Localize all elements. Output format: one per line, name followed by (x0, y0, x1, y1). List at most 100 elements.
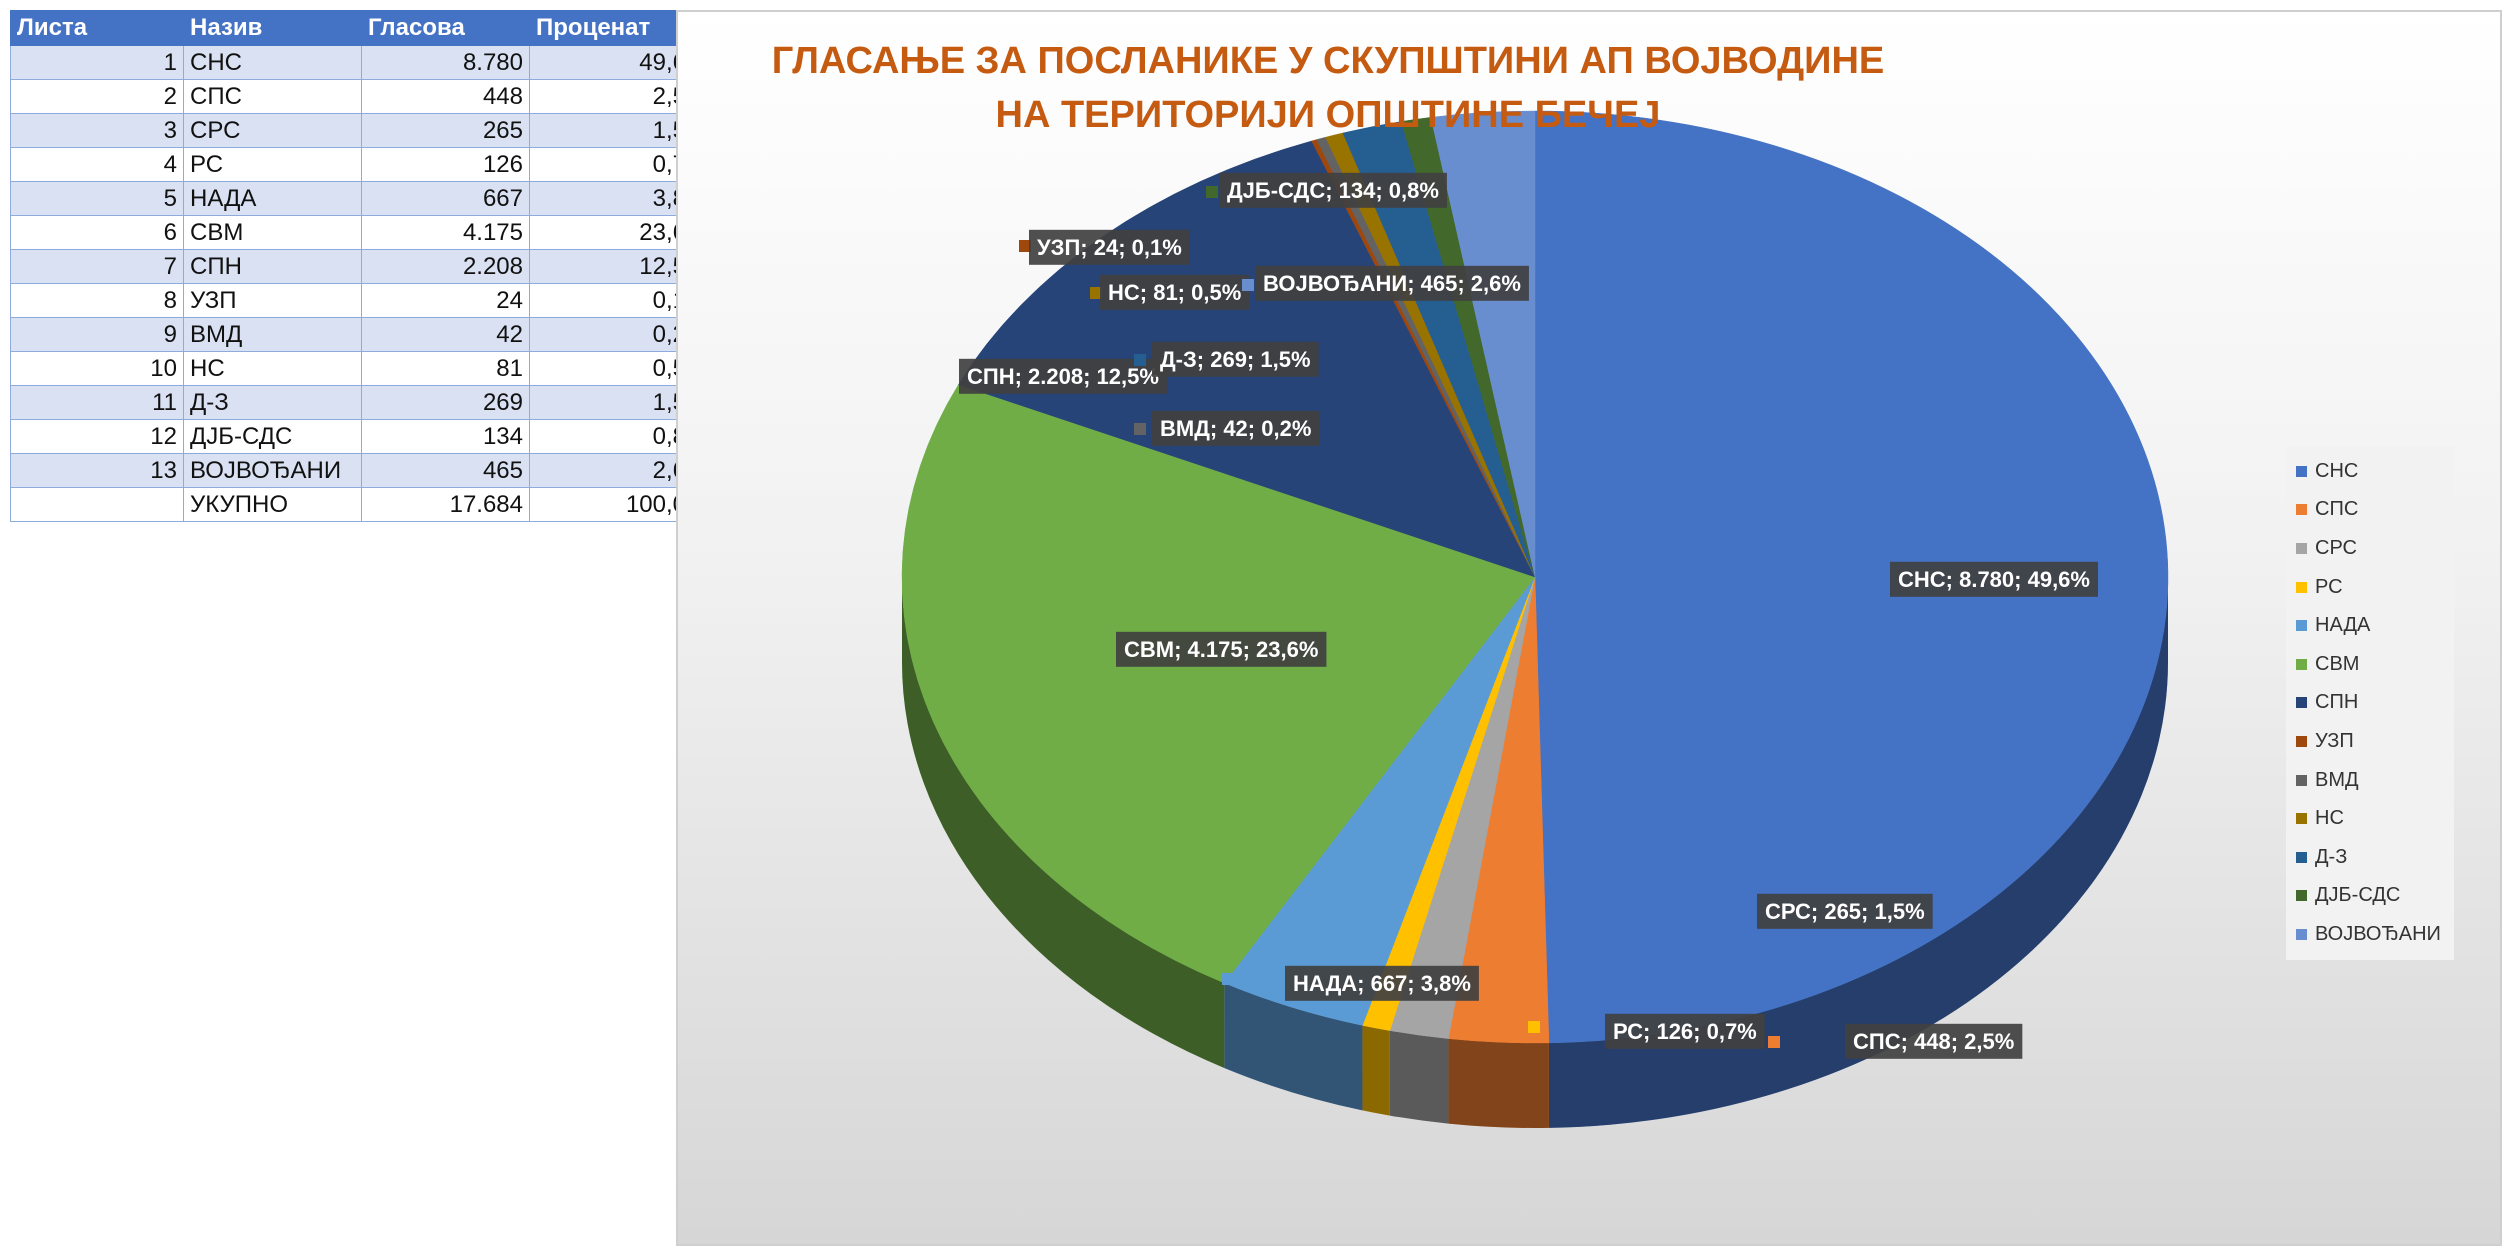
table-row: 7 СПН 2.208 12,5 (10, 249, 693, 284)
table-row: 5 НАДА 667 3,8 (10, 181, 693, 216)
data-label-6: СПН; 2.208; 12,5% (959, 358, 1167, 394)
data-label-marker-9 (1090, 287, 1102, 299)
legend-swatch (2296, 851, 2307, 863)
cell-name: СРС (183, 113, 362, 148)
header-votes: Гласова (361, 10, 530, 46)
table-body: 1 СНС 8.780 49,6 2 СПС 448 2,5 3 СРС 265 1,5 4 РС 126 0… (10, 45, 693, 522)
data-label-0: СНС; 8.780; 49,6% (1890, 561, 2098, 597)
data-label-box-2 (1757, 893, 1933, 929)
cell-votes: 2.208 (361, 249, 530, 284)
data-label-text-9: НС; 81; 0,5% (1108, 280, 1241, 305)
pie-side-shade-0 (1548, 577, 2168, 1128)
data-label-2: СРС; 265; 1,5% (1757, 893, 1933, 929)
table-row: 2 СПС 448 2,5 (10, 79, 693, 114)
legend-swatch (2296, 658, 2307, 670)
cell-percent: 2,6 (529, 453, 693, 488)
data-label-box-10 (1152, 341, 1319, 377)
data-label-box-5 (1116, 631, 1327, 667)
data-label-9: НС; 81; 0,5% (1090, 274, 1250, 310)
cell-votes: 269 (361, 385, 530, 420)
cell-list-number: 10 (10, 351, 184, 386)
data-label-text-11: ДЈБ-СДС; 134; 0,8% (1227, 178, 1439, 203)
cell-list-number: 8 (10, 283, 184, 318)
data-label-text-3: РС; 126; 0,7% (1613, 1019, 1757, 1044)
pie-side-shade-2 (1389, 1030, 1449, 1124)
data-label-4: НАДА; 667; 3,8% (1222, 965, 1479, 1001)
cell-name: СПН (183, 249, 362, 284)
legend-label: ДЈБ-СДС (2315, 884, 2401, 907)
table-row: 8 УЗП 24 0,1 (10, 283, 693, 318)
cell-list-number: 2 (10, 79, 184, 114)
cell-name: ВМД (183, 317, 362, 352)
pie-side-4 (1224, 983, 1363, 1111)
pie-side-walls (902, 577, 2168, 1129)
data-label-box-4 (1285, 965, 1479, 1001)
table-row: 12 ДЈБ-СДС 134 0,8 (10, 419, 693, 454)
legend-label: НАДА (2315, 614, 2371, 637)
data-label-box-9 (1100, 274, 1250, 310)
legend-swatch (2296, 735, 2307, 747)
cell-list-number: 6 (10, 215, 184, 250)
chart-title-line-1: ГЛАСАЊЕ ЗА ПОСЛАНИКЕ У СКУПШТИНИ АП ВОЈВ… (771, 40, 1885, 82)
table-header-row: Листа Назив Гласова Проценат (10, 10, 693, 46)
cell-name: РС (183, 147, 362, 182)
cell-name: СНС (183, 45, 362, 80)
data-label-box-8 (1152, 410, 1320, 446)
legend-swatch (2296, 465, 2307, 477)
pie-side-shade-1 (1448, 1038, 1549, 1129)
cell-percent: 0,8 (529, 419, 693, 454)
pie-slices (901, 110, 2169, 1044)
data-label-box-11 (1219, 172, 1447, 208)
legend-label: РС (2315, 575, 2343, 598)
data-label-box-0 (1890, 561, 2098, 597)
data-labels: СНС; 8.780; 49,6% СПС; 448; 2,5% СРС; 265;… (959, 172, 2098, 1059)
cell-name: НС (183, 351, 362, 386)
cell-list-number (10, 487, 184, 522)
cell-votes: 24 (361, 283, 530, 318)
data-label-box-1 (1845, 1023, 2023, 1059)
pie-chart: СНС; 8.780; 49,6% СПС; 448; 2,5% СРС; 265;… (678, 12, 2500, 1244)
data-label-text-6: СПН; 2.208; 12,5% (967, 364, 1159, 389)
legend-swatch (2296, 697, 2307, 709)
pie-side-3 (1362, 1025, 1390, 1116)
cell-percent: 0,1 (529, 283, 693, 318)
legend-swatch (2296, 813, 2307, 825)
data-label-text-12: ВОЈВОЂАНИ; 465; 2,6% (1263, 271, 1521, 296)
legend-label: НС (2315, 807, 2344, 830)
legend-label: СНС (2315, 459, 2359, 482)
cell-percent: 1,5 (529, 113, 693, 148)
table-row: 11 Д-З 269 1,5 (10, 385, 693, 420)
cell-votes: 8.780 (361, 45, 530, 80)
data-label-marker-1 (1768, 1036, 1780, 1048)
legend-swatch (2296, 890, 2307, 902)
cell-list-number: 1 (10, 45, 184, 80)
table-row: 10 НС 81 0,5 (10, 351, 693, 386)
data-label-box-7 (1029, 229, 1190, 265)
legend-label: СРС (2315, 536, 2358, 559)
cell-name: УКУПНО (183, 487, 362, 522)
legend-item: СНС (2290, 452, 2450, 491)
chart-title: ГЛАСАЊЕ ЗА ПОСЛАНИКЕ У СКУПШТИНИ АП ВОЈВ… (678, 34, 1978, 142)
data-label-text-10: Д-З; 269; 1,5% (1160, 347, 1311, 372)
legend-item: УЗП (2290, 722, 2450, 761)
data-label-marker-4 (1222, 973, 1234, 985)
legend-item: ВМД (2290, 761, 2450, 800)
legend-swatch (2296, 542, 2307, 554)
data-label-marker-11 (1206, 186, 1218, 198)
cell-list-number: 12 (10, 419, 184, 454)
pie-side-5 (902, 577, 1225, 1069)
legend-item: НС (2290, 799, 2450, 838)
legend-swatch (2296, 504, 2307, 516)
table-total-row: УКУПНО 17.684 100,0 (10, 487, 693, 522)
legend-item: ВОЈВОЂАНИ (2290, 915, 2450, 954)
pie-side-0 (1548, 577, 2168, 1128)
cell-votes: 465 (361, 453, 530, 488)
pie-side-shade-5 (902, 577, 1225, 1069)
table-row: 6 СВМ 4.175 23,6 (10, 215, 693, 250)
data-label-text-8: ВМД; 42; 0,2% (1160, 416, 1311, 441)
legend-swatch (2296, 928, 2307, 940)
cell-percent: 1,5 (529, 385, 693, 420)
data-label-11: ДЈБ-СДС; 134; 0,8% (1206, 172, 1447, 208)
cell-percent: 2,5 (529, 79, 693, 114)
cell-list-number: 13 (10, 453, 184, 488)
